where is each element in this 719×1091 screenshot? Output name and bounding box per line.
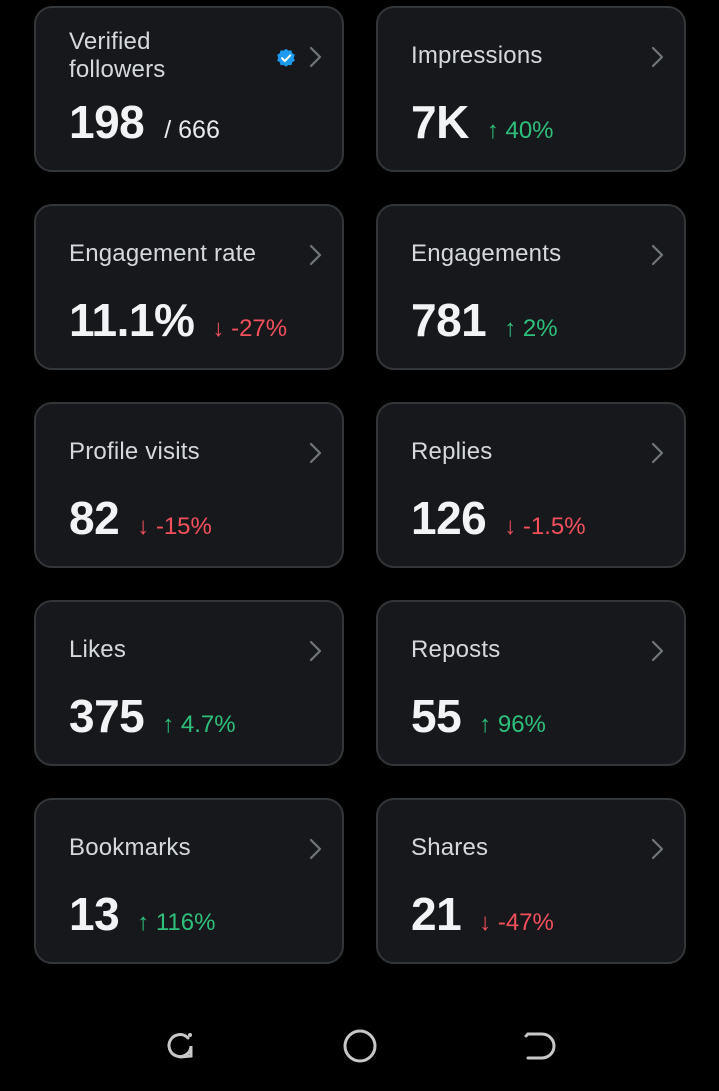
chevron-right-icon	[309, 442, 322, 464]
change-indicator: ↑ 2%	[504, 315, 558, 342]
card-verified-followers[interactable]: Verified followers 198 / 666	[34, 6, 344, 172]
chevron-right-icon	[309, 640, 322, 662]
recent-apps-icon[interactable]	[160, 1026, 200, 1066]
card-bookmarks[interactable]: Bookmarks 13 ↑ 116%	[34, 798, 344, 964]
system-navigation-bar	[0, 1010, 719, 1080]
value-row: 82 ↓ -15%	[69, 492, 212, 544]
card-label: Replies	[411, 438, 493, 465]
card-label: Bookmarks	[69, 834, 191, 861]
change-indicator: ↓ -27%	[212, 315, 288, 342]
change-indicator: ↑ 116%	[137, 909, 216, 936]
verified-badge-icon	[277, 48, 295, 67]
card-label: Reposts	[411, 636, 501, 663]
value-row: 375 ↑ 4.7%	[69, 690, 236, 742]
analytics-grid: Verified followers 198 / 666 Impressions…	[34, 6, 686, 964]
change-indicator: ↓ -1.5%	[504, 513, 586, 540]
card-replies[interactable]: Replies 126 ↓ -1.5%	[376, 402, 686, 568]
home-icon[interactable]	[340, 1026, 380, 1066]
card-label: Likes	[69, 636, 127, 663]
card-label: Engagements	[411, 240, 562, 267]
card-value: 21	[411, 888, 462, 940]
value-row: 55 ↑ 96%	[411, 690, 546, 742]
chevron-right-icon	[309, 46, 322, 68]
card-value: 13	[69, 888, 120, 940]
card-total: / 666	[164, 116, 220, 144]
change-indicator: ↑ 4.7%	[162, 711, 236, 738]
value-row: 126 ↓ -1.5%	[411, 492, 586, 544]
card-impressions[interactable]: Impressions 7K ↑ 40%	[376, 6, 686, 172]
card-value: 11.1%	[69, 294, 195, 346]
chevron-right-icon	[651, 640, 664, 662]
card-label: Verified followers	[69, 28, 166, 83]
card-value: 55	[411, 690, 462, 742]
card-value: 126	[411, 492, 487, 544]
card-label: Shares	[411, 834, 489, 861]
card-engagement-rate[interactable]: Engagement rate 11.1% ↓ -27%	[34, 204, 344, 370]
back-icon[interactable]	[519, 1026, 559, 1066]
chevron-right-icon	[651, 244, 664, 266]
change-indicator: ↓ -47%	[479, 909, 554, 936]
chevron-right-icon	[309, 838, 322, 860]
card-profile-visits[interactable]: Profile visits 82 ↓ -15%	[34, 402, 344, 568]
chevron-right-icon	[651, 46, 664, 68]
card-value: 198	[69, 96, 145, 148]
value-row: 13 ↑ 116%	[69, 888, 215, 940]
change-indicator: ↑ 40%	[486, 117, 554, 144]
card-value: 375	[69, 690, 145, 742]
value-row: 7K ↑ 40%	[411, 96, 554, 148]
chevron-right-icon	[651, 442, 664, 464]
card-value: 7K	[411, 96, 469, 148]
value-row: 11.1% ↓ -27%	[69, 294, 287, 346]
change-indicator: ↓ -15%	[137, 513, 212, 540]
value-row: 198 / 666	[69, 96, 220, 148]
card-label: Engagement rate	[69, 240, 257, 267]
change-indicator: ↑ 96%	[479, 711, 546, 738]
chevron-right-icon	[309, 244, 322, 266]
card-likes[interactable]: Likes 375 ↑ 4.7%	[34, 600, 344, 766]
card-label: Impressions	[411, 42, 543, 69]
card-value: 82	[69, 492, 120, 544]
value-row: 21 ↓ -47%	[411, 888, 554, 940]
card-shares[interactable]: Shares 21 ↓ -47%	[376, 798, 686, 964]
card-label: Profile visits	[69, 438, 200, 465]
chevron-right-icon	[651, 838, 664, 860]
card-reposts[interactable]: Reposts 55 ↑ 96%	[376, 600, 686, 766]
value-row: 781 ↑ 2%	[411, 294, 558, 346]
card-value: 781	[411, 294, 487, 346]
card-engagements[interactable]: Engagements 781 ↑ 2%	[376, 204, 686, 370]
